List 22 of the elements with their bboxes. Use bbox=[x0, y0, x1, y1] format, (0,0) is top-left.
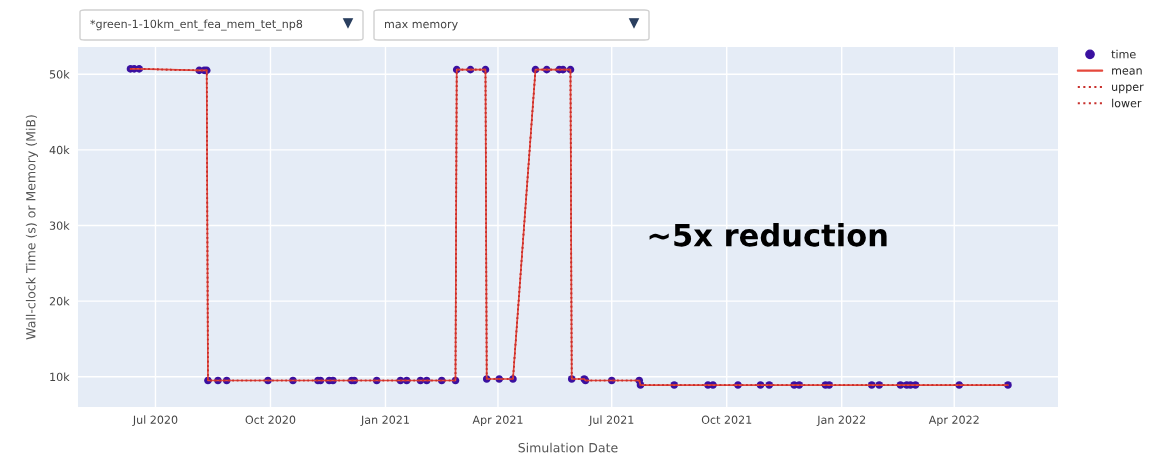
x-tick-label: Jan 2021 bbox=[360, 415, 409, 426]
legend-label: mean bbox=[1112, 68, 1142, 75]
x-tick-label: Jul 2021 bbox=[588, 415, 634, 426]
y-tick-label: 20k bbox=[49, 296, 70, 306]
x-tick-label: Apr 2021 bbox=[472, 415, 523, 427]
x-tick-label: Oct 2021 bbox=[701, 415, 752, 424]
text: max memory bbox=[385, 21, 458, 31]
legend-label: lower bbox=[1112, 98, 1142, 108]
legend-label: upper bbox=[1112, 84, 1144, 94]
legend-label: time bbox=[1111, 49, 1136, 59]
y-tick-label: 30k bbox=[49, 221, 70, 230]
y-tick-label: 40k bbox=[49, 145, 70, 155]
y-tick-label: 10k bbox=[50, 372, 70, 382]
x-tick-label: Jan 2022 bbox=[816, 415, 866, 426]
text: *green-1-10km_ent_fea_mem_tet_np8 bbox=[90, 19, 303, 31]
y-tick-label: 50k bbox=[49, 69, 70, 79]
x-tick-label: Apr 2022 bbox=[928, 415, 979, 427]
x-axis-title: Simulation Date bbox=[518, 442, 618, 453]
x-tick-label: Oct 2020 bbox=[245, 415, 296, 424]
x-tick-label: Jul 2020 bbox=[132, 415, 178, 426]
annotation: ~5x reduction bbox=[649, 222, 887, 247]
y-axis-title: Wall-clock Time (s) or Memory (MiB) bbox=[25, 115, 38, 340]
